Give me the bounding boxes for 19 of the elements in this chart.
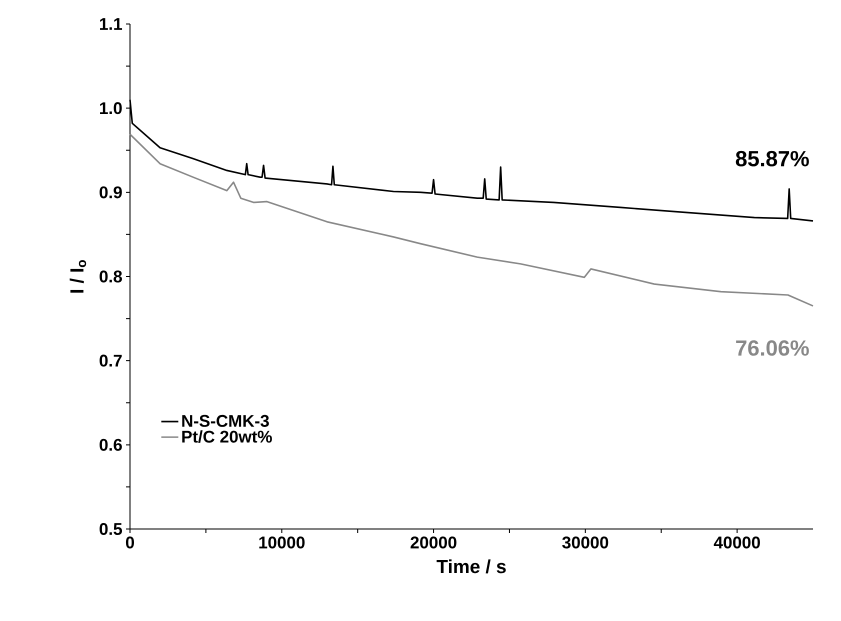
x-tick-label: 10000 xyxy=(259,536,305,548)
y-tick-label: 0.9 xyxy=(100,186,122,198)
y-axis-title: I / I$_{o}$ xyxy=(70,260,86,293)
x-tick-label: 40000 xyxy=(714,536,760,548)
y-tick-label: 0.5 xyxy=(100,523,122,535)
x-tick-label: 30000 xyxy=(562,536,608,549)
y-tick-label: 1.0 xyxy=(100,102,122,114)
annotation: 76.06% xyxy=(736,340,809,356)
y-tick-label: 1.1 xyxy=(100,18,122,30)
y-tick-label: 0.8 xyxy=(100,270,122,282)
x-tick-label: 0 xyxy=(126,536,134,548)
x-tick-label: 20000 xyxy=(410,536,456,548)
legend-label: N-S-CMK-3 xyxy=(182,414,269,427)
legend-label: Pt/C 20wt% xyxy=(182,430,272,443)
line-series xyxy=(129,133,814,307)
y-tick-label: 0.6 xyxy=(100,438,122,451)
y-tick-label: 0.7 xyxy=(100,354,122,367)
x-axis-title: Time / s xyxy=(436,559,506,574)
annotation: 85.87% xyxy=(736,150,809,166)
